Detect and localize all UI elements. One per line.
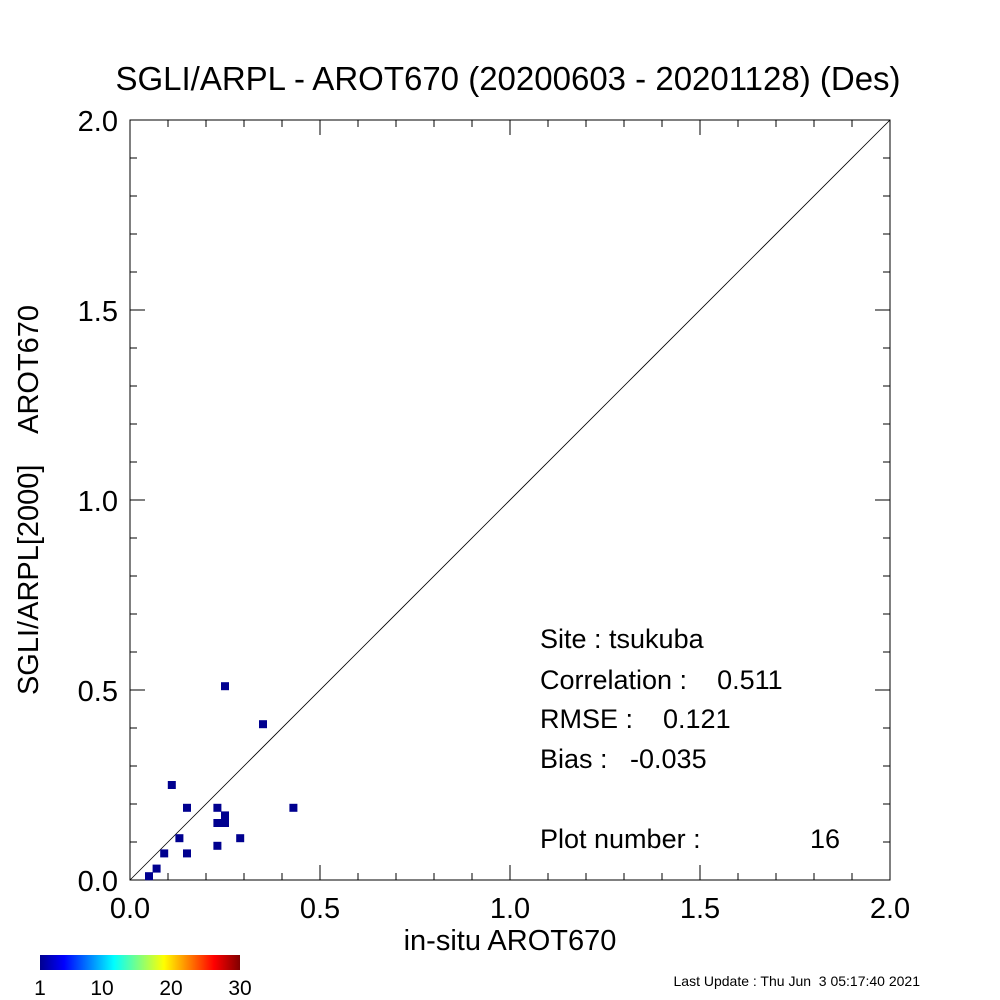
data-point [183, 803, 191, 812]
colorbar: 1 10 20 30 [34, 955, 252, 1000]
data-points [145, 682, 298, 881]
y-tick-label: 1.5 [78, 296, 118, 328]
x-tick-label: 1.0 [490, 893, 530, 925]
x-tick-label: 2.0 [870, 893, 910, 925]
y-tick-label: 1.0 [78, 486, 118, 518]
data-point [221, 811, 229, 820]
stat-plot-number: Plot number : [540, 824, 701, 854]
stat-plot-number-value: 16 [810, 824, 840, 854]
one-to-one-line [129, 119, 891, 881]
data-point [221, 682, 229, 691]
data-point [213, 819, 222, 827]
stats-box: Site : tsukuba Correlation : 0.511 RMSE … [540, 624, 840, 854]
stat-correlation: Correlation : 0.511 [540, 665, 783, 695]
x-tick-label: 0.5 [300, 893, 340, 925]
colorbar-tick-label: 20 [159, 977, 182, 1000]
data-point [213, 803, 222, 812]
data-point [236, 834, 245, 843]
data-point [175, 834, 184, 843]
y-tick-label: 0.0 [78, 866, 118, 898]
stat-bias: Bias : -0.035 [540, 744, 707, 774]
data-point [213, 841, 222, 850]
colorbar-tick-label: 1 [34, 977, 46, 1000]
colorbar-tick-label: 30 [228, 977, 251, 1000]
data-point [221, 819, 229, 827]
data-point [160, 849, 169, 858]
data-point [167, 781, 176, 789]
colorbar-gradient [40, 955, 240, 970]
last-update: Last Update : Thu Jun 3 05:17:40 2021 [674, 973, 921, 989]
data-point [183, 849, 191, 858]
data-point [152, 864, 161, 873]
y-axis-label: SGLI/ARPL[2000] AROT670 [13, 305, 45, 695]
stat-site: Site : tsukuba [540, 624, 705, 654]
colorbar-tick-label: 10 [90, 977, 113, 1000]
x-tick-label: 1.5 [680, 893, 720, 925]
x-axis-label: in-situ AROT670 [404, 925, 617, 957]
y-tick-label: 0.5 [78, 676, 118, 708]
colorbar-labels: 1 10 20 30 [34, 977, 252, 1000]
data-point [145, 872, 153, 881]
y-tick-label: 2.0 [78, 106, 118, 138]
data-point [259, 720, 267, 729]
axis-tick-labels: 0.0 0.5 1.0 1.5 2.0 0.0 0.5 1.0 1.5 2.0 [78, 106, 910, 925]
axis-ticks [129, 119, 891, 881]
stat-rmse: RMSE : 0.121 [540, 704, 731, 734]
x-tick-label: 0.0 [110, 893, 150, 925]
data-point [289, 803, 298, 812]
chart-title: SGLI/ARPL - AROT670 (20200603 - 20201128… [115, 60, 900, 97]
